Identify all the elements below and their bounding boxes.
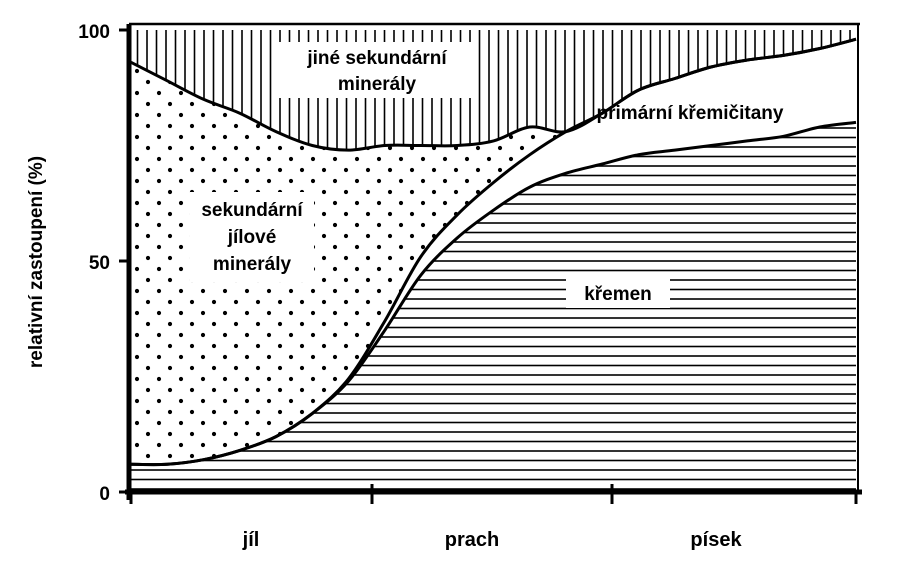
label-primarni-kremicitany: primární křemičitany xyxy=(597,103,784,124)
x-label-prach: prach xyxy=(445,529,499,551)
label-kremen-text: křemen xyxy=(584,284,652,305)
plot-boundaries xyxy=(130,37,857,467)
label-kremen-box xyxy=(566,278,670,308)
x-label-pisek: písek xyxy=(690,529,742,551)
label-sekundarni-jilove: sekundární jílové minerály xyxy=(190,192,314,282)
label-jine-line2: minerály xyxy=(338,74,417,95)
label-jilove-line2: jílové xyxy=(227,227,277,248)
label-jilove-line1: sekundární xyxy=(201,200,303,221)
label-jilove-box xyxy=(190,192,314,282)
x-label-jil: jíl xyxy=(242,529,260,551)
label-jine-line1: jiné sekundární xyxy=(306,48,447,69)
label-kremen: křemen xyxy=(566,278,670,308)
y-tick-label-50: 50 xyxy=(89,253,110,274)
label-jilove-line3: minerály xyxy=(213,254,292,275)
y-tick-label-0: 0 xyxy=(99,484,110,505)
area-0 xyxy=(131,122,856,493)
label-jine-sekundarni: jiné sekundární minerály xyxy=(278,42,476,98)
y-axis-title: relativní zastoupení (%) xyxy=(26,156,47,368)
label-jine-box xyxy=(278,42,476,98)
area-1 xyxy=(131,39,856,465)
boundary-2 xyxy=(130,37,857,152)
y-tick-label-100: 100 xyxy=(78,22,110,43)
